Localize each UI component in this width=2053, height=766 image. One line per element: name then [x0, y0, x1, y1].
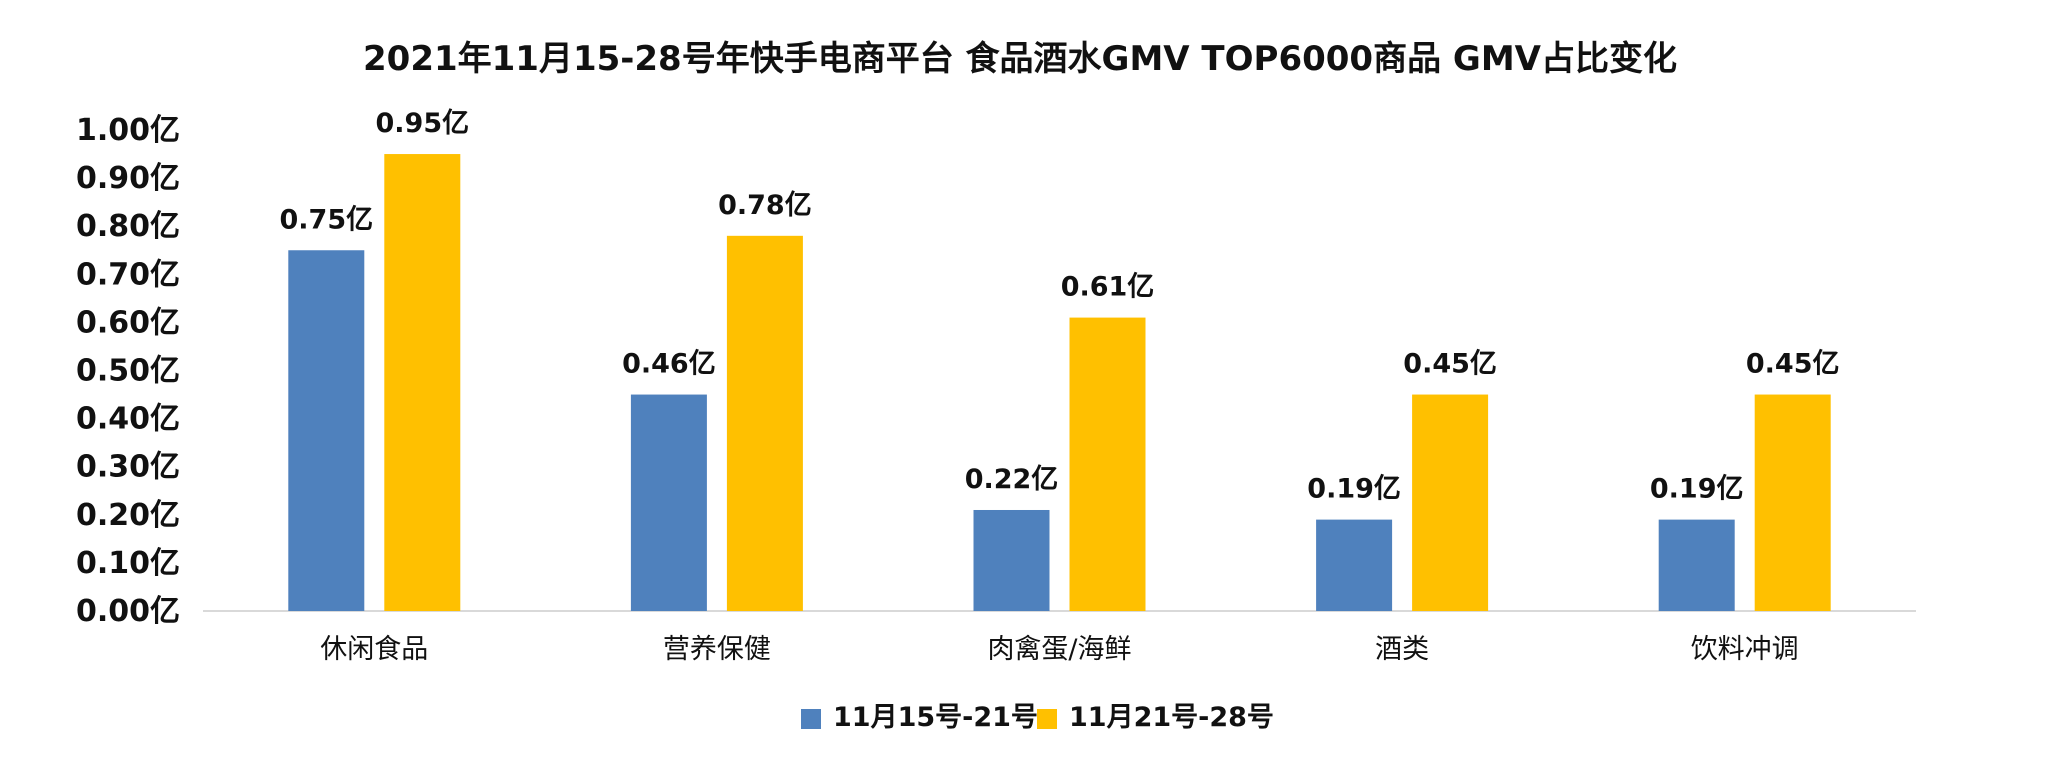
bar-week2[interactable] [1754, 394, 1831, 611]
legend: 11月15号-21号 11月21号-28号 [801, 702, 1274, 733]
y-tick-label: 1.00亿 [76, 113, 180, 148]
y-tick-label: 0.90亿 [76, 161, 180, 196]
y-tick-label: 0.00亿 [76, 594, 180, 629]
bar-week1[interactable] [1316, 519, 1393, 611]
data-label: 0.46亿 [622, 349, 716, 380]
bar-week1[interactable] [1658, 519, 1735, 611]
legend-label: 11月21号-28号 [1069, 702, 1274, 733]
y-tick-label: 0.40亿 [76, 402, 180, 437]
x-axis: 休闲食品 营养保健 肉禽蛋/海鲜 酒类 饮料冲调 [320, 634, 1798, 665]
bar-week2[interactable] [1412, 394, 1489, 611]
data-label: 0.45亿 [1746, 349, 1840, 380]
y-tick-label: 0.50亿 [76, 354, 180, 389]
y-tick-label: 0.60亿 [76, 305, 180, 340]
y-tick-label: 0.10亿 [76, 546, 180, 581]
data-label: 0.22亿 [965, 464, 1059, 495]
y-tick-label: 0.80亿 [76, 209, 180, 244]
bar-week2[interactable] [726, 235, 803, 611]
y-axis: 0.00亿 0.10亿 0.20亿 0.30亿 0.40亿 0.50亿 0.60亿 0.70亿… [76, 113, 180, 629]
data-label: 0.61亿 [1061, 272, 1155, 303]
legend-swatch [1037, 709, 1057, 729]
data-label: 0.19亿 [1650, 474, 1744, 505]
x-tick-label: 酒类 [1375, 634, 1429, 665]
data-label: 0.19亿 [1307, 474, 1401, 505]
y-tick-label: 0.70亿 [76, 257, 180, 292]
data-label: 0.75亿 [279, 204, 373, 235]
legend-swatch [801, 709, 821, 729]
legend-label: 11月15号-21号 [833, 702, 1038, 733]
y-tick-label: 0.20亿 [76, 498, 180, 533]
bars [288, 154, 1831, 612]
bar-week2[interactable] [384, 154, 461, 612]
x-tick-label: 肉禽蛋/海鲜 [987, 634, 1131, 665]
x-tick-label: 休闲食品 [320, 634, 428, 665]
bar-week1[interactable] [630, 394, 707, 611]
data-label: 0.95亿 [375, 108, 469, 139]
x-tick-label: 营养保健 [663, 634, 771, 665]
x-tick-label: 饮料冲调 [1691, 634, 1799, 665]
bar-week1[interactable] [288, 250, 365, 611]
chart-title: 2021年11月15-28号年快手电商平台 食品酒水GMV TOP6000商品 … [363, 39, 1677, 79]
data-label: 0.45亿 [1403, 349, 1497, 380]
data-label: 0.78亿 [718, 190, 812, 221]
y-tick-label: 0.30亿 [76, 450, 180, 485]
bar-week1[interactable] [973, 509, 1050, 611]
bar-week2[interactable] [1069, 317, 1146, 611]
data-labels: 0.75亿 0.95亿 0.46亿 0.78亿 0.22亿 0.61亿 0.19亿 0.45亿… [279, 108, 1839, 505]
